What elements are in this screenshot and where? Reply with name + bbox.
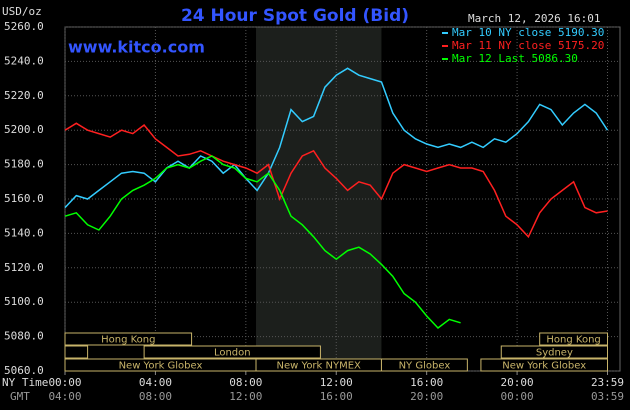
x-tick-label: 00:00: [48, 376, 81, 389]
y-tick-label: 5120.0: [4, 261, 44, 274]
timestamp: March 12, 2026 16:01: [468, 12, 600, 25]
chart-title: 24 Hour Spot Gold (Bid): [181, 6, 409, 26]
x-tick-label: 12:00: [320, 376, 353, 389]
session-box: [143, 345, 321, 359]
y-tick-label: 5180.0: [4, 158, 44, 171]
y-tick-label: 5200.0: [4, 123, 44, 136]
series-line: [64, 155, 461, 330]
x2-axis-label: GMT: [10, 390, 30, 403]
x-tick-label: 04:00: [139, 376, 172, 389]
legend-label: Mar 11 NY close 5175.20: [452, 39, 604, 52]
legend-label: Mar 12 Last 5086.30: [452, 52, 578, 65]
session-label: Hong Kong: [101, 335, 155, 346]
session-label: New York Globex: [502, 361, 586, 372]
x2-tick-label: 03:59: [591, 390, 624, 403]
session-box: [380, 358, 468, 372]
subtitle: www.kitco.com: [68, 38, 205, 57]
x2-tick-label: 12:00: [229, 390, 262, 403]
unit-label: USD/oz: [2, 5, 42, 18]
session-label: London: [214, 348, 251, 359]
y-tick-label: 5140.0: [4, 226, 44, 239]
session-box: [64, 332, 193, 346]
session-box: [500, 345, 608, 359]
x-tick-label: 23:59: [591, 376, 624, 389]
x2-tick-label: 08:00: [139, 390, 172, 403]
legend-label: Mar 10 NY close 5190.30: [452, 26, 604, 39]
y-tick-label: 5080.0: [4, 330, 44, 343]
x2-tick-label: 00:00: [501, 390, 534, 403]
session-label: NY Globex: [399, 361, 451, 372]
session-label: New York NYMEX: [277, 361, 362, 372]
x2-tick-label: 16:00: [320, 390, 353, 403]
x-tick-label: 16:00: [410, 376, 443, 389]
x-axis-label: NY Time: [2, 376, 48, 389]
y-tick-label: 5240.0: [4, 54, 44, 67]
session-label: New York Globex: [119, 361, 203, 372]
x-tick-label: 08:00: [229, 376, 262, 389]
session-box: [64, 345, 89, 359]
series-line: [64, 67, 609, 209]
x2-tick-label: 04:00: [48, 390, 81, 403]
y-tick-label: 5060.0: [4, 364, 44, 377]
session-label: Sydney: [536, 348, 573, 359]
session-label: Hong Kong: [546, 335, 600, 346]
session-box: [539, 332, 608, 346]
nymex-shade: [256, 27, 382, 371]
series-line: [64, 122, 608, 239]
x-tick-label: 20:00: [501, 376, 534, 389]
session-box: [480, 358, 608, 372]
y-tick-label: 5160.0: [4, 192, 44, 205]
y-tick-label: 5100.0: [4, 295, 44, 308]
x2-tick-label: 20:00: [410, 390, 443, 403]
y-tick-label: 5220.0: [4, 89, 44, 102]
y-tick-label: 5260.0: [4, 20, 44, 33]
